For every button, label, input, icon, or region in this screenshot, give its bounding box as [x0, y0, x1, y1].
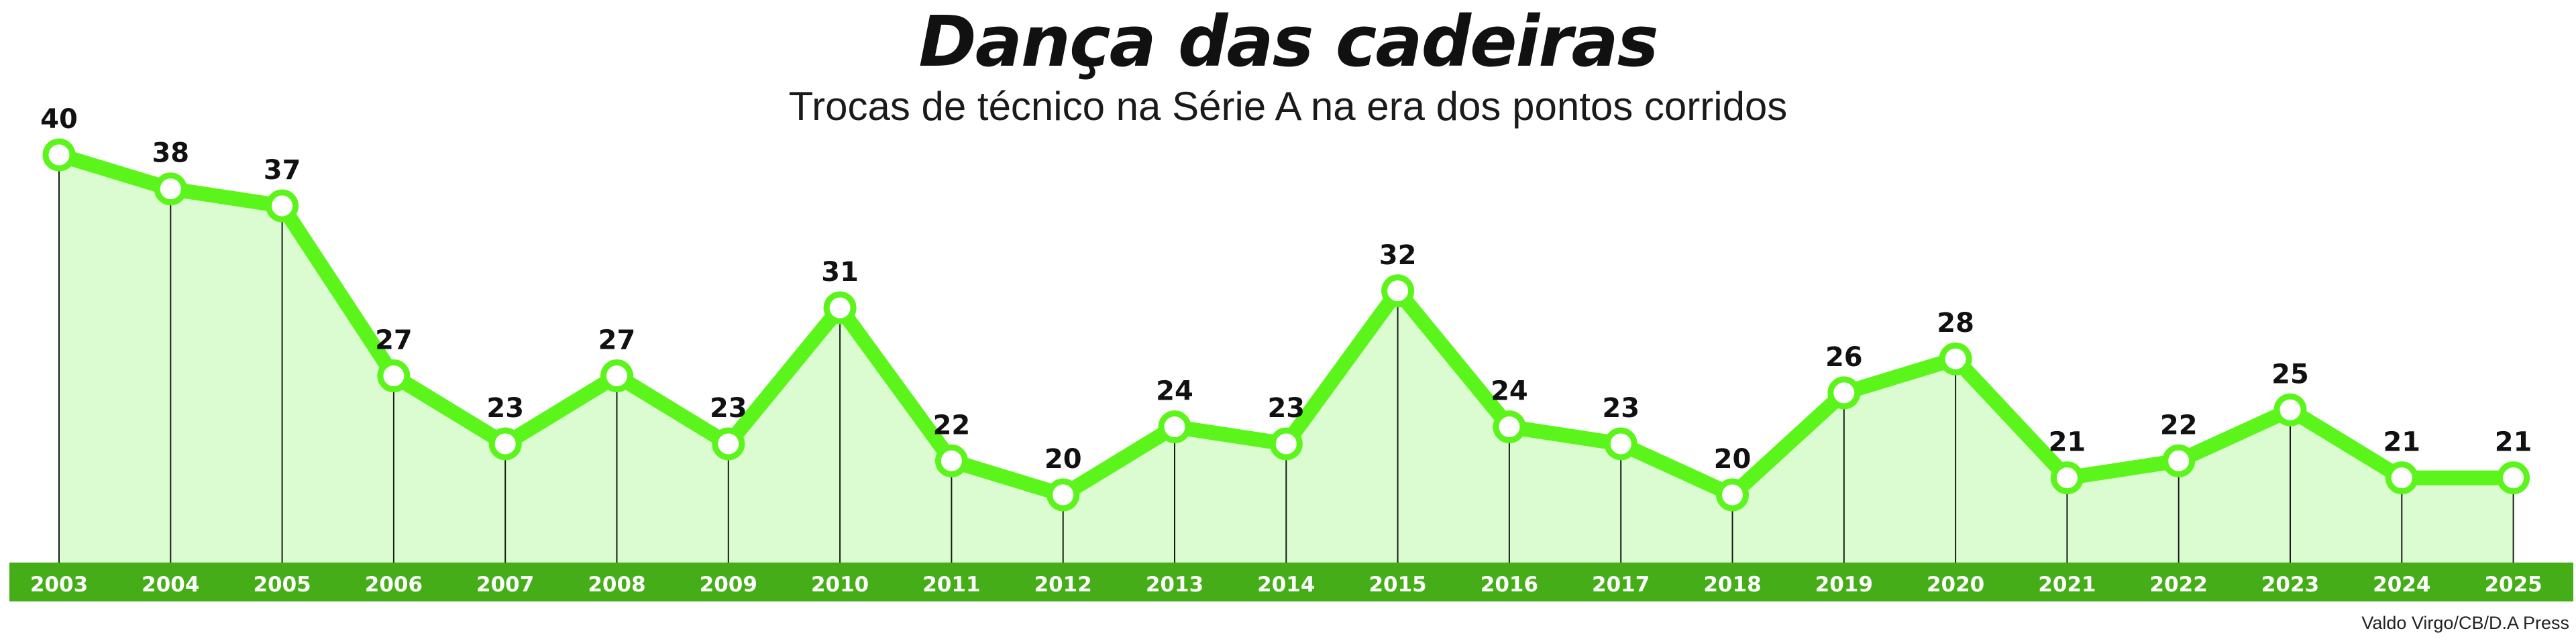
data-label: 23	[1602, 393, 1640, 424]
data-label: 22	[2160, 410, 2198, 441]
x-tick-label: 2010	[811, 573, 869, 597]
x-tick-label: 2015	[1368, 573, 1426, 597]
data-point	[934, 444, 968, 477]
data-point	[1158, 410, 1191, 444]
data-label: 21	[2049, 427, 2086, 458]
x-tick-label: 2019	[1815, 573, 1873, 597]
data-point	[2273, 393, 2307, 426]
data-point	[1269, 427, 1303, 461]
data-label: 26	[1825, 342, 1863, 373]
x-tick-label: 2007	[476, 573, 534, 597]
data-point	[712, 427, 745, 461]
x-tick-label: 2021	[2038, 573, 2096, 597]
data-label: 38	[152, 138, 189, 169]
data-label: 21	[2383, 427, 2420, 458]
data-point	[1939, 342, 1972, 375]
data-label: 31	[821, 257, 859, 288]
data-label: 24	[1491, 376, 1528, 407]
chart-title: Dança das cadeiras	[918, 1, 1658, 82]
data-point	[2385, 461, 2418, 495]
x-tick-label: 2008	[588, 573, 645, 597]
data-point	[600, 359, 633, 393]
x-tick-label: 2024	[2373, 573, 2430, 597]
data-label: 37	[264, 155, 301, 186]
x-tick-label: 2020	[1927, 573, 1984, 597]
data-point	[42, 138, 76, 172]
x-tick-label: 2016	[1481, 573, 1538, 597]
x-tick-label: 2014	[1257, 573, 1315, 597]
data-point	[2162, 444, 2196, 477]
data-label: 40	[40, 104, 78, 135]
data-label: 21	[2495, 427, 2532, 458]
x-tick-label: 2004	[142, 573, 199, 597]
data-point	[2050, 461, 2084, 495]
data-label: 20	[1044, 444, 1082, 475]
data-point	[2497, 461, 2530, 495]
data-label: 27	[375, 325, 413, 356]
x-tick-label: 2018	[1703, 573, 1761, 597]
chart-subtitle: Trocas de técnico na Série A na era dos …	[788, 84, 1788, 129]
data-label: 32	[1379, 240, 1417, 271]
data-labels-group: 40 38 37 27 23 27 23 31 22 20 24 23 32 24 23 20 26 28 21 22…	[40, 104, 2532, 475]
area-fill	[59, 155, 2514, 563]
data-point	[377, 359, 411, 393]
data-label: 24	[1156, 376, 1193, 407]
data-point	[1381, 274, 1415, 308]
data-point	[1493, 410, 1526, 444]
x-tick-label: 2006	[365, 573, 423, 597]
data-point	[1046, 478, 1080, 512]
data-label: 23	[710, 393, 747, 424]
data-label: 25	[2271, 359, 2309, 390]
photo-credit: Valdo Virgo/CB/D.A Press	[2361, 613, 2569, 633]
x-tick-label: 2009	[700, 573, 757, 597]
data-point	[154, 172, 187, 206]
x-tick-label: 2003	[30, 573, 88, 597]
data-point	[266, 189, 299, 223]
data-label: 23	[1267, 393, 1305, 424]
data-label: 23	[486, 393, 524, 424]
x-tick-labels-group: 2003 2004 2005 2006 2007 2008 2009 2010 2011 2012…	[30, 573, 2542, 597]
area-fill-group	[59, 155, 2514, 563]
x-tick-label: 2011	[922, 573, 980, 597]
data-label: 28	[1937, 308, 1974, 339]
x-tick-label: 2012	[1034, 573, 1092, 597]
data-point	[488, 427, 522, 461]
data-points-group	[42, 138, 2530, 512]
data-label: 27	[598, 325, 636, 356]
x-tick-label: 2005	[253, 573, 311, 597]
x-axis-band	[9, 563, 2573, 601]
data-point	[1827, 376, 1861, 410]
x-tick-label: 2013	[1146, 573, 1203, 597]
data-label: 22	[933, 410, 971, 441]
x-tick-label: 2022	[2150, 573, 2208, 597]
x-tick-label: 2025	[2484, 573, 2542, 597]
data-point	[1716, 478, 1749, 512]
data-point	[823, 291, 857, 325]
x-tick-label: 2017	[1592, 573, 1650, 597]
data-point	[1604, 427, 1638, 461]
data-label: 20	[1714, 444, 1752, 475]
x-tick-label: 2023	[2261, 573, 2319, 597]
